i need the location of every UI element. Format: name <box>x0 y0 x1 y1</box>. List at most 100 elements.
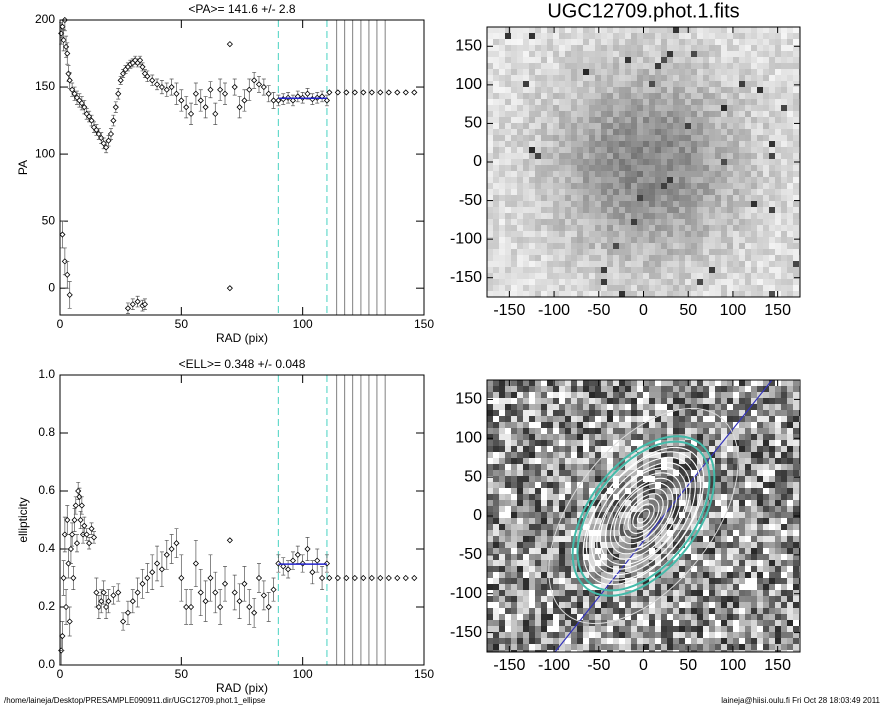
pixel <box>541 380 547 386</box>
pixel <box>571 69 577 75</box>
pixel <box>553 494 559 500</box>
pixel <box>565 147 571 153</box>
pixel <box>769 542 775 548</box>
pixel <box>535 33 541 39</box>
pixel <box>775 153 781 159</box>
pixel <box>655 213 661 219</box>
pixel <box>625 75 631 81</box>
pixel <box>781 87 787 93</box>
pixel <box>697 291 703 297</box>
pixel <box>667 440 673 446</box>
pixel <box>733 452 739 458</box>
pixel <box>571 111 577 117</box>
pixel <box>493 51 499 57</box>
pixel <box>535 291 541 297</box>
pixel <box>757 153 763 159</box>
pixel <box>619 87 625 93</box>
pixel <box>547 171 553 177</box>
pixel <box>499 99 505 105</box>
pixel <box>757 470 763 476</box>
pixel <box>613 207 619 213</box>
pixel <box>583 291 589 297</box>
pixel <box>655 27 661 33</box>
pixel <box>547 231 553 237</box>
pixel <box>661 111 667 117</box>
pixel <box>787 494 793 500</box>
pixel <box>607 404 613 410</box>
pixel <box>613 249 619 255</box>
pixel <box>583 171 589 177</box>
pixel <box>499 440 505 446</box>
pixel <box>769 39 775 45</box>
pixel <box>541 231 547 237</box>
pixel <box>793 386 799 392</box>
pixel <box>601 464 607 470</box>
pixel <box>667 590 673 596</box>
pixel <box>631 189 637 195</box>
pixel <box>559 141 565 147</box>
pixel <box>547 129 553 135</box>
pixel <box>793 165 799 171</box>
pixel <box>583 129 589 135</box>
pixel <box>631 183 637 189</box>
pixel <box>493 81 499 87</box>
pixel <box>691 219 697 225</box>
pixel <box>499 494 505 500</box>
pixel <box>679 428 685 434</box>
pixel <box>787 530 793 536</box>
pixel <box>739 458 745 464</box>
pixel <box>517 231 523 237</box>
data-point <box>377 574 384 582</box>
pixel <box>505 189 511 195</box>
pixel <box>721 596 727 602</box>
pixel <box>493 584 499 590</box>
pixel <box>541 410 547 416</box>
pixel <box>685 153 691 159</box>
pixel <box>625 141 631 147</box>
pixel <box>793 201 799 207</box>
pixel <box>745 476 751 482</box>
pixel <box>715 554 721 560</box>
pixel <box>655 482 661 488</box>
pixel <box>625 608 631 614</box>
pixel <box>547 602 553 608</box>
pixel <box>565 440 571 446</box>
pixel <box>625 201 631 207</box>
pixel <box>781 117 787 123</box>
data-point <box>251 609 258 616</box>
pixel <box>607 231 613 237</box>
pixel <box>637 237 643 243</box>
pixel <box>697 584 703 590</box>
pixel <box>547 446 553 452</box>
pixel <box>505 524 511 530</box>
pixel <box>493 69 499 75</box>
pixel <box>565 596 571 602</box>
pixel <box>487 500 493 506</box>
pixel <box>751 560 757 566</box>
pixel <box>715 243 721 249</box>
data-point <box>120 70 127 77</box>
pixel <box>715 249 721 255</box>
pixel <box>583 27 589 33</box>
pixel <box>523 63 529 69</box>
pixel <box>667 183 673 189</box>
pixel <box>517 225 523 231</box>
pixel <box>619 75 625 81</box>
pixel <box>535 536 541 542</box>
pixel <box>619 171 625 177</box>
pixel <box>667 261 673 267</box>
pixel <box>787 207 793 213</box>
pixel <box>625 554 631 560</box>
pixel <box>535 554 541 560</box>
pixel <box>781 111 787 117</box>
pixel <box>559 464 565 470</box>
pixel <box>577 225 583 231</box>
pixel <box>709 141 715 147</box>
pixel <box>487 57 493 63</box>
pixel <box>637 75 643 81</box>
pixel <box>757 225 763 231</box>
pixel <box>595 243 601 249</box>
pixel <box>727 141 733 147</box>
pixel <box>631 237 637 243</box>
pixel <box>763 261 769 267</box>
